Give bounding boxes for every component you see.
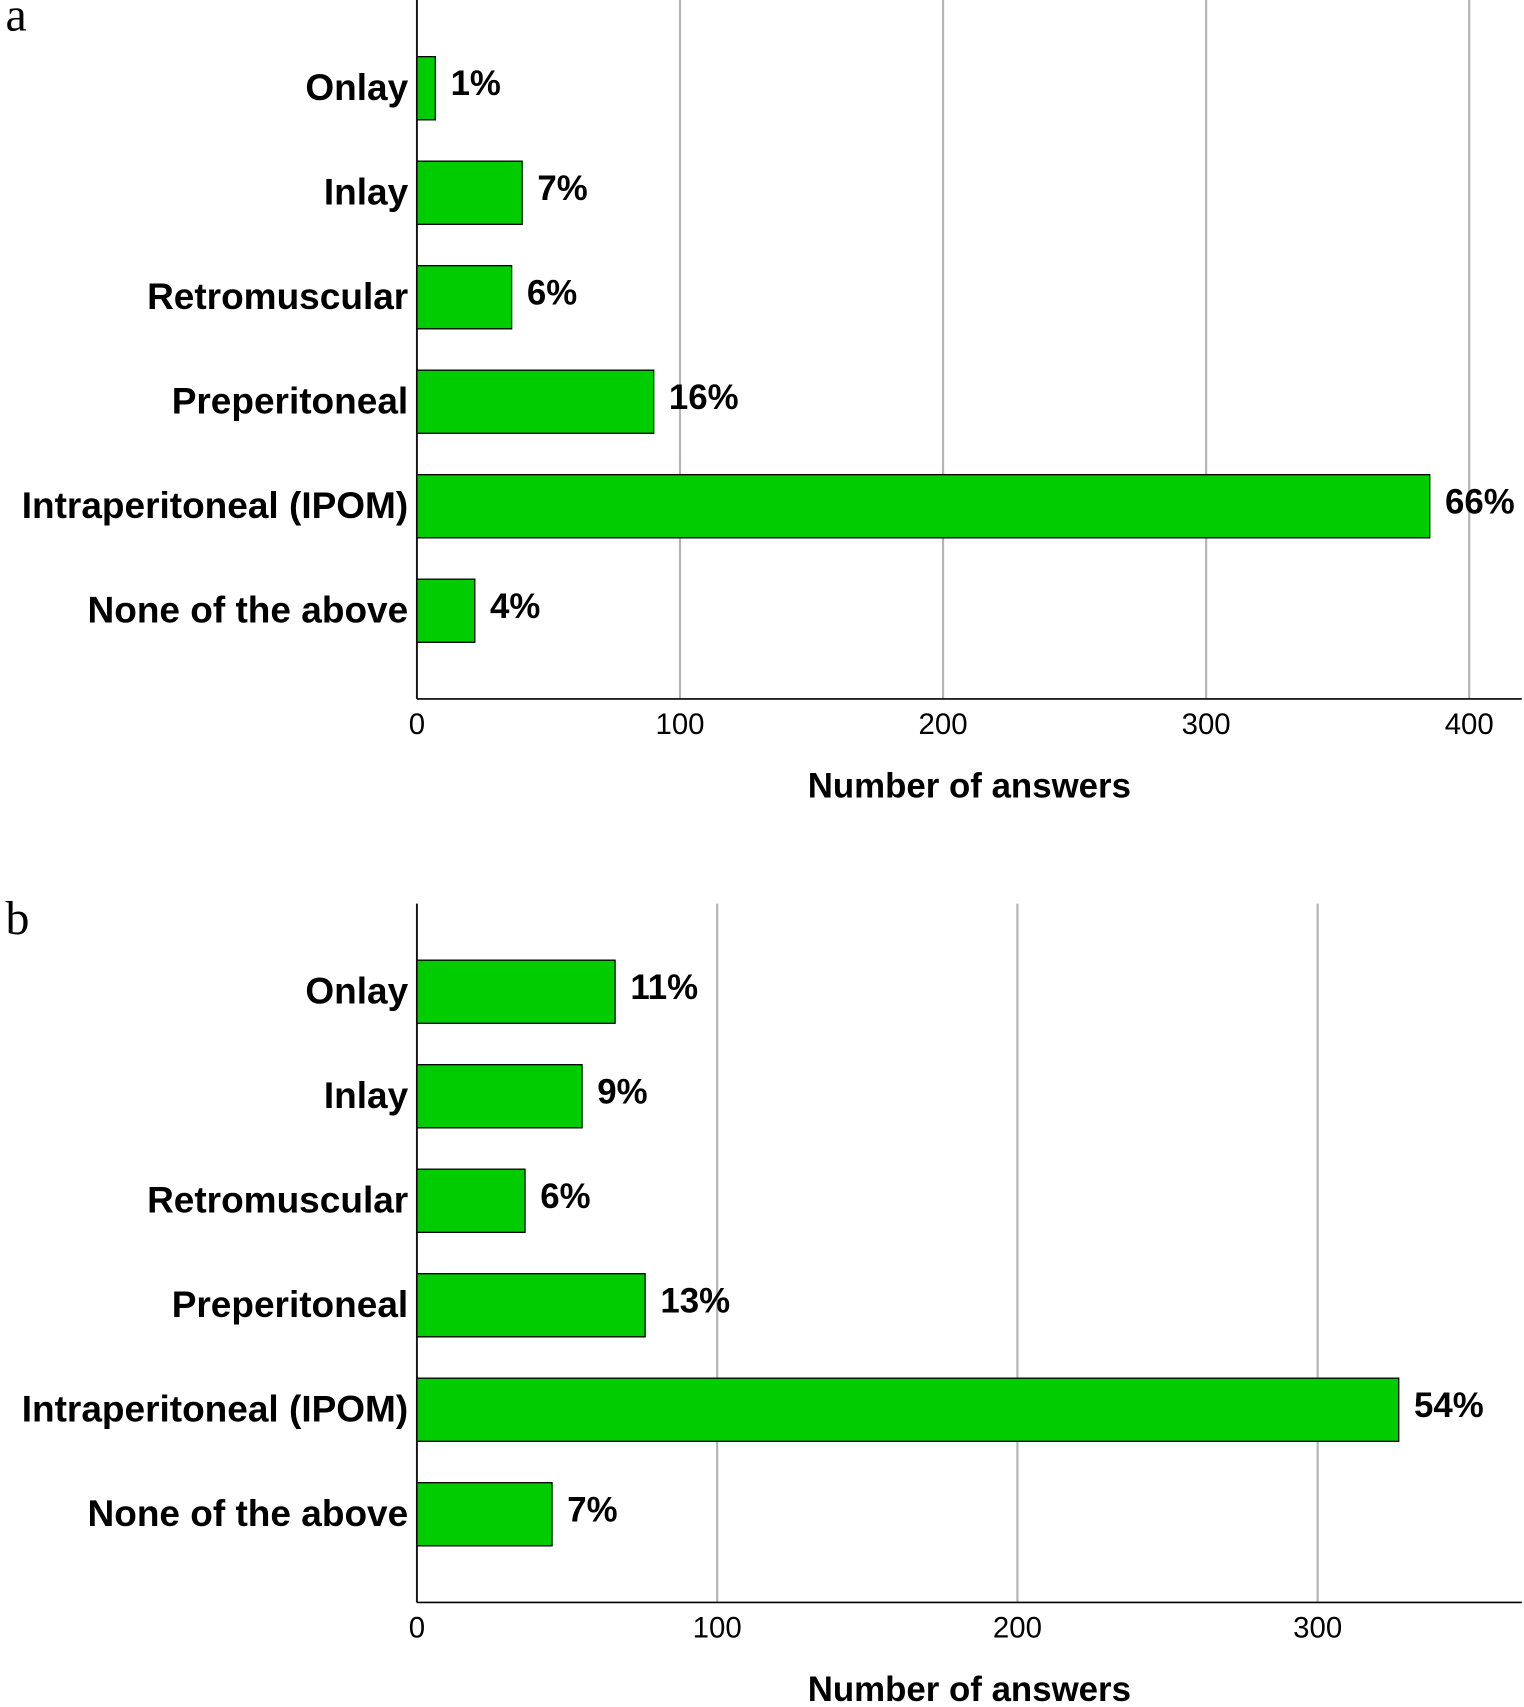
value-label: 7% [537, 169, 587, 208]
x-tick-label: 0 [409, 708, 425, 741]
category-label: None of the above [88, 589, 409, 631]
x-tick-label: 100 [655, 708, 704, 741]
x-tick-label: 300 [1182, 708, 1231, 741]
panel-label: a [5, 0, 26, 42]
category-label: Inlay [324, 1074, 409, 1116]
bar [416, 56, 436, 121]
panel-label: b [5, 892, 29, 945]
category-label: Intraperitoneal (IPOM) [22, 1388, 408, 1430]
value-label: 54% [1414, 1386, 1484, 1425]
x-tick-label: 400 [1445, 708, 1494, 741]
bar [416, 1482, 553, 1547]
bar [416, 160, 523, 225]
value-label: 9% [597, 1072, 647, 1111]
value-label: 7% [567, 1490, 617, 1529]
bar [416, 1168, 526, 1233]
bar [416, 1064, 583, 1129]
category-label: Onlay [305, 66, 408, 108]
bar [416, 578, 476, 643]
category-label: None of the above [88, 1492, 409, 1534]
bar [416, 369, 655, 434]
bar [416, 1273, 646, 1338]
x-tick-label: 200 [993, 1611, 1042, 1644]
value-label: 1% [451, 64, 501, 103]
x-axis-title: Number of answers [808, 766, 1131, 805]
bar [416, 959, 616, 1024]
value-label: 13% [660, 1281, 730, 1320]
x-axis-title: Number of answers [808, 1670, 1131, 1707]
value-label: 6% [527, 273, 577, 312]
category-label: Inlay [324, 171, 409, 213]
value-label: 6% [540, 1177, 590, 1216]
category-label: Preperitoneal [172, 380, 408, 422]
bar [416, 474, 1431, 539]
category-label: Retromuscular [147, 1179, 408, 1221]
x-tick-label: 200 [919, 708, 968, 741]
value-label: 16% [669, 378, 739, 417]
category-label: Retromuscular [147, 275, 408, 317]
value-label: 66% [1445, 482, 1515, 521]
category-label: Preperitoneal [172, 1283, 408, 1325]
x-tick-label: 300 [1293, 1611, 1342, 1644]
bar [416, 1377, 1400, 1442]
value-label: 11% [630, 968, 698, 1007]
bar [416, 265, 513, 330]
category-label: Onlay [305, 970, 408, 1012]
x-tick-label: 100 [693, 1611, 742, 1644]
x-tick-label: 0 [409, 1611, 425, 1644]
category-label: Intraperitoneal (IPOM) [22, 484, 408, 526]
value-label: 4% [490, 587, 540, 626]
